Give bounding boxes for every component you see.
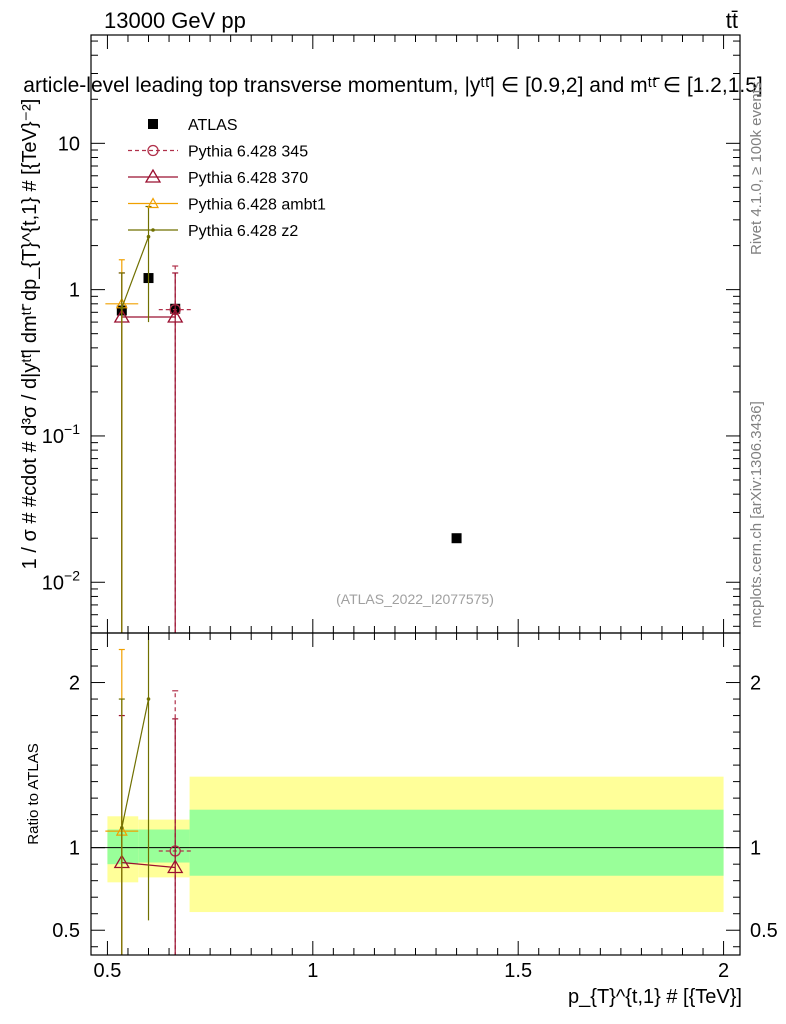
legend-label-atlas: ATLAS [188, 117, 238, 134]
legend: ATLAS Pythia 6.428 345 Pythia 6.428 370 Pyt… [128, 117, 326, 240]
main-ylabel: 1 / σ # #cdot # d³σ / d|yᵗᵗ̄| dmᵗᵗ̄ dp_{… [19, 99, 41, 570]
legend-label-p345: Pythia 6.428 345 [188, 144, 308, 161]
ratio-ytick-label-0: 0.5 [52, 920, 80, 942]
main-z2-point-1 [146, 234, 151, 239]
ratio-ytick-label-1: 1 [69, 838, 80, 860]
main-atlas-point-3 [451, 533, 462, 544]
ratio-uncertainty-bands [91, 776, 740, 913]
x-tick-label-1: 1 [307, 960, 318, 982]
ratio-frame [90, 632, 741, 956]
x-tick-label-2: 1.5 [504, 960, 532, 982]
ratio-ytick-label-right-1: 1 [750, 838, 761, 860]
band-inner-1 [138, 829, 190, 863]
x-tick-label-0: 0.5 [94, 960, 122, 982]
band-inner-2 [189, 809, 724, 876]
legend-label-ambt1: Pythia 6.428 ambt1 [188, 197, 326, 214]
analysis-watermark: (ATLAS_2022_I2077575) [336, 591, 494, 607]
ratio-p370-point-1 [167, 859, 184, 874]
main-p370-point-1 [167, 308, 184, 323]
legend-label-p370: Pythia 6.428 370 [188, 170, 308, 187]
main-ytick-label-0: 10−2 [42, 567, 80, 594]
ratio-z2-point-1 [146, 697, 151, 701]
plot-title: article-level leading top transverse mom… [23, 74, 762, 97]
ratio-ytick-label-right-2: 2 [750, 673, 761, 695]
legend-marker-ambt1 [146, 197, 160, 209]
main-z2-line [121, 236, 150, 309]
main-axes: 10−2 10−1 1 10 [42, 35, 740, 633]
ratio-axes: 0.5 0.5 1 1 2 2 0.5 1 1.5 2 [52, 633, 778, 982]
main-ytick-label-1: 10−1 [42, 421, 80, 448]
ratio-ytick-label-2: 2 [69, 673, 80, 695]
x-tick-label-3: 2 [718, 960, 729, 982]
legend-marker-p370 [144, 168, 162, 183]
legend-marker-p345 [147, 144, 159, 157]
legend-marker-atlas [148, 119, 158, 129]
x-axis-label: p_{T}^{t,1} # [{TeV}] [568, 986, 742, 1008]
header-left: 13000 GeV pp [104, 8, 246, 33]
main-panel-marks [105, 205, 462, 633]
ratio-z2-line [121, 698, 150, 828]
ratio-panel-marks [105, 633, 192, 955]
ratio-ylabel: Ratio to ATLAS [25, 743, 42, 844]
rivet-label: Rivet 4.1.0, ≥ 100k events [748, 82, 765, 255]
ratio-z2-point-0 [120, 826, 124, 830]
header-right: tt̄ [726, 8, 738, 33]
mcplots-label: mcplots.cern.ch [arXiv:1306.3436] [748, 401, 765, 628]
ratio-ytick-label-right-0: 0.5 [750, 920, 778, 942]
legend-label-z2: Pythia 6.428 z2 [188, 223, 298, 240]
main-ytick-label-3: 10 [58, 133, 80, 155]
legend-marker-z2 [151, 228, 155, 232]
main-ytick-label-2: 1 [69, 280, 80, 302]
main-z2-point-0 [120, 306, 124, 310]
